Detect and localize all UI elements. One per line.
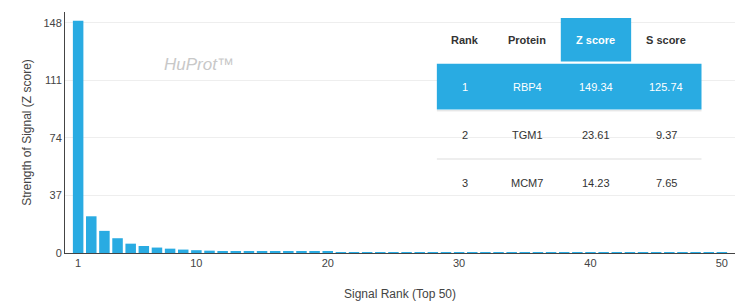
svg-text:Signal Rank (Top 50): Signal Rank (Top 50) [344,287,456,301]
svg-text:RBP4: RBP4 [513,81,542,93]
svg-text:MCM7: MCM7 [511,177,543,189]
svg-text:111: 111 [45,74,62,86]
svg-text:125.74: 125.74 [649,81,683,93]
svg-text:Protein: Protein [508,34,546,46]
svg-text:37: 37 [50,189,62,201]
svg-text:Strength of Signal (Z score): Strength of Signal (Z score) [20,59,34,206]
svg-text:74: 74 [50,132,62,144]
svg-text:148: 148 [43,17,61,29]
svg-text:Rank: Rank [451,34,479,46]
svg-text:40: 40 [584,257,596,269]
svg-text:0: 0 [56,247,62,259]
svg-text:149.34: 149.34 [579,81,613,93]
svg-text:TGM1: TGM1 [512,129,543,141]
svg-text:10: 10 [190,257,202,269]
svg-text:2: 2 [462,129,468,141]
svg-text:30: 30 [453,257,465,269]
svg-text:3: 3 [462,177,468,189]
svg-text:23.61: 23.61 [582,129,610,141]
svg-text:1: 1 [75,257,81,269]
svg-text:1: 1 [462,81,468,93]
svg-text:20: 20 [322,257,334,269]
svg-text:Z score: Z score [576,34,615,46]
svg-text:9.37: 9.37 [656,129,677,141]
svg-text:HuProt™: HuProt™ [164,55,234,74]
svg-text:14.23: 14.23 [582,177,610,189]
svg-text:50: 50 [716,257,728,269]
svg-text:S score: S score [646,34,686,46]
svg-text:7.65: 7.65 [656,177,677,189]
